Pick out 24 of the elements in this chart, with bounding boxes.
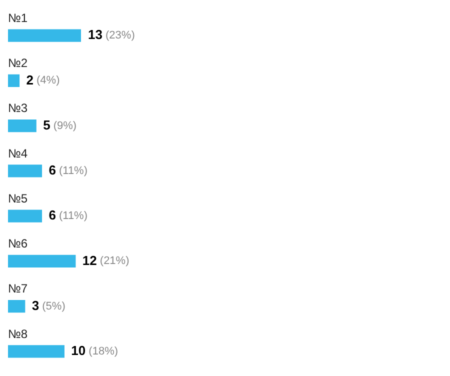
data-label: 3 (5%) [32,298,66,313]
y-tick-label: №8 [8,326,28,341]
y-tick-label: №1 [8,10,28,25]
bar [8,119,36,132]
data-label: 10 (18%) [71,343,118,358]
y-tick-label: №3 [8,101,28,116]
y-tick-label: №2 [8,56,28,70]
bar [8,29,81,42]
bar [8,210,42,222]
y-tick-label: №4 [8,146,28,160]
bar [8,74,20,88]
bar [8,345,64,358]
y-tick-label: №6 [8,236,28,250]
data-label: 2 (4%) [26,72,60,88]
y-tick-label: №5 [8,191,28,206]
data-label: 12 (21%) [82,252,130,268]
bar [8,300,26,313]
data-label: 5 (9%) [43,117,77,132]
data-label: 13 (23%) [88,27,135,42]
bar [8,164,42,178]
bar [8,254,76,268]
data-label: 6 (11%) [48,162,88,178]
y-tick-label: №7 [8,282,28,296]
data-label: 6 (11%) [48,208,88,223]
